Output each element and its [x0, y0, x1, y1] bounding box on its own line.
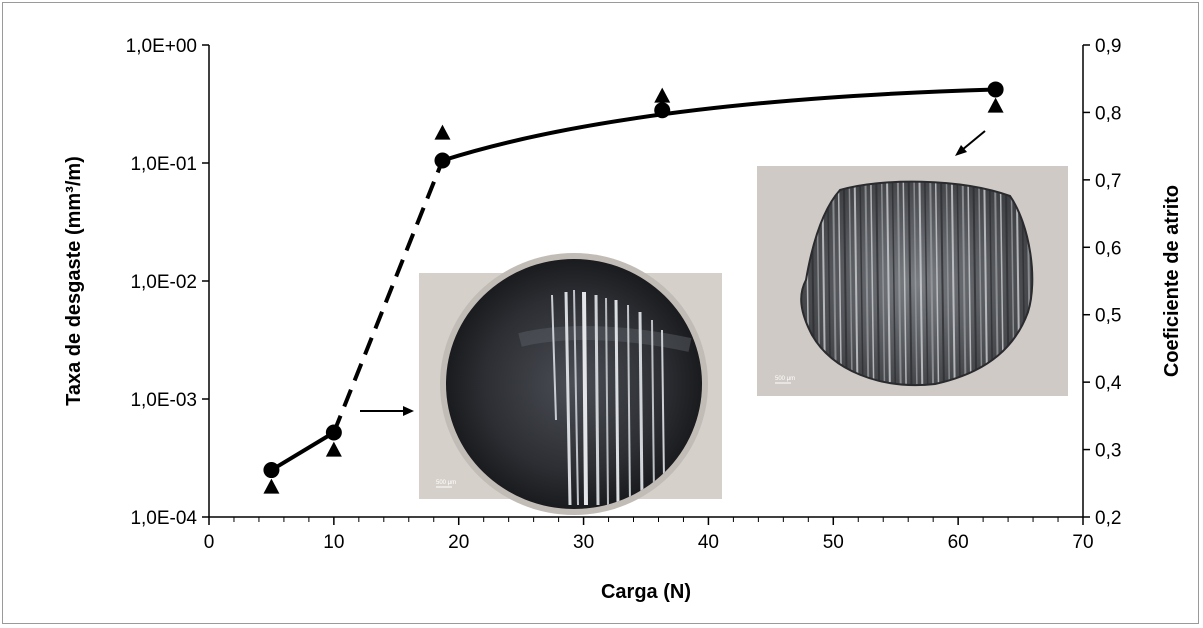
striation	[842, 181, 848, 386]
striation	[902, 181, 907, 386]
striation	[880, 181, 886, 386]
right-y-tick-label: 0,5	[1095, 306, 1121, 327]
striation	[967, 181, 972, 386]
left-y-tick-label: 1,0E-01	[130, 154, 197, 175]
striation	[896, 181, 902, 386]
right-y-tick-label: 0,6	[1095, 238, 1121, 259]
left-y-tick-label: 1,0E-02	[130, 272, 197, 293]
x-tick-label: 40	[698, 532, 719, 553]
scale-bar-label: 500 μm	[436, 480, 456, 486]
trend-line-dashed	[331, 159, 445, 434]
striation	[907, 181, 913, 386]
wear-rate-point	[987, 81, 1004, 98]
striation	[848, 181, 853, 386]
right-y-tick-label: 0,7	[1095, 171, 1121, 192]
x-tick-label: 50	[823, 532, 844, 553]
striation	[870, 181, 875, 386]
striation	[972, 181, 978, 386]
scale-bar-label: 500 μm	[775, 376, 795, 382]
friction-coefficient-point	[263, 478, 280, 494]
right-y-tick-label: 0,8	[1095, 103, 1121, 124]
x-tick-label: 20	[448, 532, 469, 553]
striation	[940, 181, 945, 386]
striation	[832, 181, 837, 386]
trend-line-solid	[270, 430, 335, 472]
left-y-tick-label: 1,0E-03	[130, 390, 197, 411]
right-y-tick-label: 0,9	[1095, 36, 1121, 57]
striation	[886, 181, 891, 386]
striation	[929, 181, 935, 386]
wear-rate-point	[654, 102, 671, 119]
left-y-tick-label: 1,0E+00	[126, 36, 197, 57]
trend-lines	[270, 87, 996, 472]
striation	[961, 181, 967, 386]
wear-rate-point	[434, 152, 451, 169]
inset-arrow-low-load	[360, 406, 414, 416]
trend-line-solid	[441, 87, 996, 163]
axis-ticks	[202, 44, 1090, 525]
friction-coefficient-point	[434, 124, 451, 140]
right-y-axis-title: Coeficiente de atrito	[1161, 185, 1183, 377]
striation	[988, 181, 994, 386]
left-y-axis-title: Taxa de desgaste (mm³/m)	[63, 156, 85, 406]
striation	[934, 181, 940, 386]
striation	[864, 181, 870, 386]
inset-micrograph-low-load: 500 μm	[419, 253, 722, 515]
x-tick-label: 30	[573, 532, 594, 553]
right-y-tick-label: 0,3	[1095, 441, 1121, 462]
friction-coefficient-point	[987, 97, 1004, 113]
x-axis-title: Carga (N)	[601, 581, 691, 603]
x-tick-label: 60	[948, 532, 969, 553]
data-marks	[263, 81, 1004, 494]
x-tick-label: 0	[204, 532, 215, 553]
right-y-tick-label: 0,4	[1095, 373, 1122, 394]
striation	[837, 181, 843, 386]
friction-coefficient-point	[325, 441, 342, 457]
right-y-tick-label: 0,2	[1095, 508, 1121, 529]
striation	[891, 181, 897, 386]
striation	[913, 181, 918, 386]
axis-tick-labels: 0 10 20 30 40 50 60 70 1,0E-04 1,0E-03 1,0E-02 1,0E…	[126, 36, 1122, 553]
striation	[950, 181, 956, 386]
wear-rate-point	[263, 462, 280, 479]
striation	[945, 181, 951, 386]
wear-rate-point	[325, 424, 342, 441]
left-y-tick-label: 1,0E-04	[130, 508, 197, 529]
x-tick-label: 10	[323, 532, 344, 553]
inset-arrow-high-load	[955, 130, 986, 156]
striation	[859, 181, 864, 386]
striation	[956, 181, 961, 386]
striation	[875, 181, 881, 386]
striation	[983, 181, 989, 386]
friction-coefficient-point	[654, 87, 671, 103]
striation	[924, 181, 929, 386]
striation	[853, 181, 859, 386]
striation	[978, 181, 983, 386]
x-tick-label: 70	[1072, 532, 1093, 553]
striation	[918, 181, 924, 386]
inset-micrograph-high-load: 500 μm	[757, 166, 1068, 396]
